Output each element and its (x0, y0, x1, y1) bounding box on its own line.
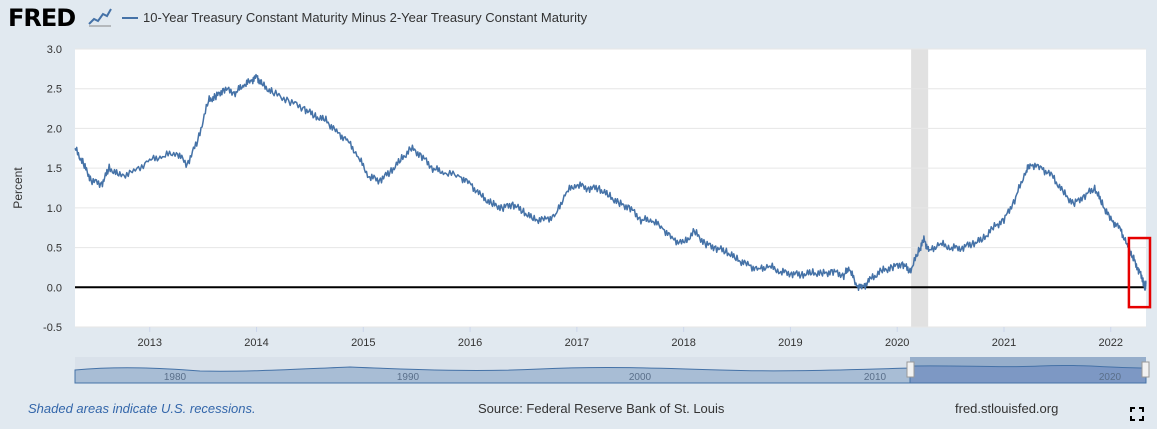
navigator-left-handle[interactable] (906, 361, 915, 378)
y-axis-label: Percent (11, 167, 25, 209)
y-tick-label: 3.0 (47, 44, 62, 56)
x-tick-label: 2021 (992, 337, 1016, 349)
navigator-right-handle[interactable] (1141, 361, 1150, 378)
x-tick-label: 2016 (458, 337, 482, 349)
x-tick-label: 2018 (671, 337, 695, 349)
site-link[interactable]: fred.stlouisfed.org (955, 401, 1059, 416)
legend-swatch (122, 17, 138, 19)
x-tick-label: 2015 (351, 337, 375, 349)
y-tick-label: 1.0 (47, 203, 62, 215)
x-tick-label: 2014 (244, 337, 268, 349)
x-tick-label: 2013 (138, 337, 162, 349)
source-note: Source: Federal Reserve Bank of St. Loui… (478, 401, 725, 416)
series-line[interactable] (74, 73, 1147, 292)
expand-icon[interactable] (1130, 407, 1144, 424)
chart-header: FRED 10-Year Treasury Constant Maturity … (0, 0, 1157, 40)
fred-logo[interactable]: FRED (8, 4, 76, 32)
chart: 3.0 2.5 2.0 1.5 1.0 0.5 0.0 -0.5 2013 2014 2015 20… (11, 44, 1152, 384)
navigator-label: 1990 (397, 372, 420, 383)
navigator-selection-series (909, 364, 1147, 384)
highlight-box (1127, 236, 1152, 309)
x-tick-label: 2019 (778, 337, 802, 349)
navigator-label: 1980 (164, 372, 187, 383)
x-tick-label: 2020 (885, 337, 909, 349)
recession-note: Shaded areas indicate U.S. recessions. (28, 401, 256, 416)
y-tick-label: 1.5 (47, 163, 62, 175)
y-tick-label: 0.0 (47, 282, 62, 294)
fred-logo-chart-icon (88, 8, 112, 27)
x-tick-label: 2017 (565, 337, 589, 349)
navigator-label: 2000 (629, 372, 652, 383)
y-tick-label: 2.5 (47, 84, 62, 96)
navigator-series-area (74, 366, 911, 384)
range-navigator[interactable]: 1980 1990 2000 2010 2020 (74, 357, 1150, 384)
y-tick-label: 0.5 (47, 243, 62, 255)
navigator-label: 2020 (1099, 372, 1122, 383)
legend-label[interactable]: 10-Year Treasury Constant Maturity Minus… (143, 10, 588, 25)
navigator-label: 2010 (864, 372, 887, 383)
plot-background (75, 49, 1146, 327)
recession-band (911, 49, 929, 327)
x-tick-label: 2022 (1099, 337, 1123, 349)
y-tick-label: -0.5 (43, 322, 62, 334)
y-tick-label: 2.0 (47, 123, 62, 135)
